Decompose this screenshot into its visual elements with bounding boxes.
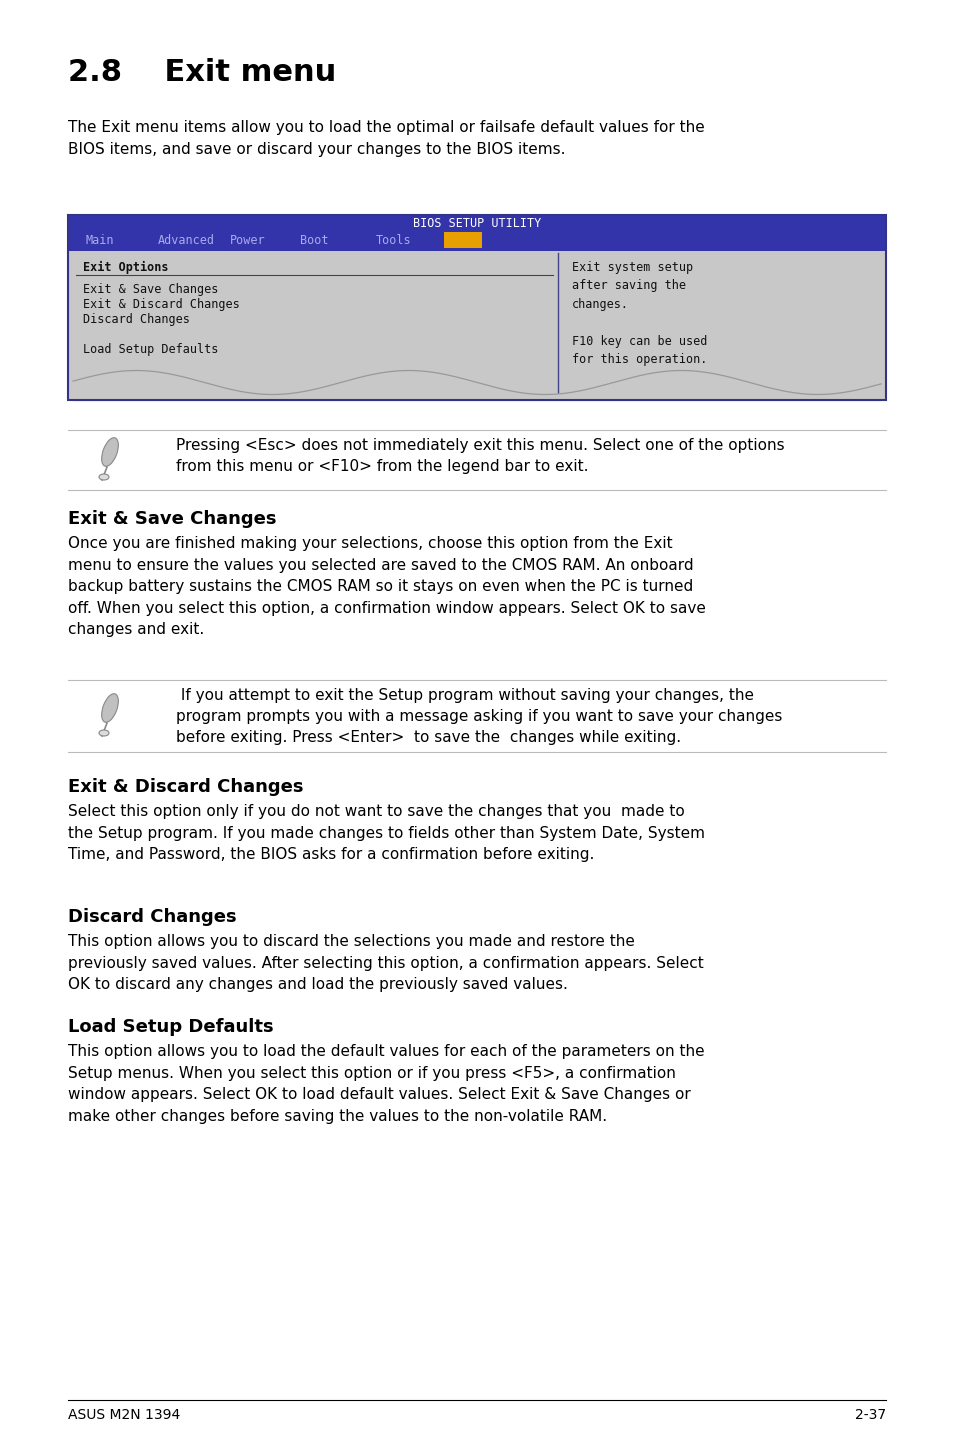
- Text: Exit & Save Changes: Exit & Save Changes: [68, 510, 276, 528]
- Ellipse shape: [102, 693, 118, 722]
- Text: Advanced: Advanced: [158, 234, 214, 247]
- Text: BIOS SETUP UTILITY: BIOS SETUP UTILITY: [413, 217, 540, 230]
- Bar: [68, 216, 885, 400]
- Text: Main: Main: [86, 234, 114, 247]
- Text: This option allows you to discard the selections you made and restore the
previo: This option allows you to discard the se…: [68, 935, 703, 992]
- Text: Boot: Boot: [299, 234, 328, 247]
- Text: Exit & Discard Changes: Exit & Discard Changes: [83, 298, 239, 311]
- Text: Exit & Save Changes: Exit & Save Changes: [83, 283, 218, 296]
- Text: Power: Power: [230, 234, 265, 247]
- Text: Exit: Exit: [448, 234, 476, 247]
- Ellipse shape: [99, 731, 109, 736]
- Text: 2.8    Exit menu: 2.8 Exit menu: [68, 58, 335, 88]
- Bar: [443, 232, 481, 247]
- Text: Discard Changes: Discard Changes: [68, 907, 236, 926]
- Bar: [68, 216, 885, 252]
- Text: The Exit menu items allow you to load the optimal or failsafe default values for: The Exit menu items allow you to load th…: [68, 119, 704, 157]
- Ellipse shape: [99, 475, 109, 480]
- Text: Exit & Discard Changes: Exit & Discard Changes: [68, 778, 303, 797]
- Ellipse shape: [102, 437, 118, 466]
- Text: Load Setup Defaults: Load Setup Defaults: [83, 344, 218, 357]
- Text: Tools: Tools: [375, 234, 411, 247]
- Text: Exit system setup
after saving the
changes.

F10 key can be used
for this operat: Exit system setup after saving the chang…: [572, 262, 706, 367]
- Text: Select this option only if you do not want to save the changes that you  made to: Select this option only if you do not wa…: [68, 804, 704, 863]
- Text: This option allows you to load the default values for each of the parameters on : This option allows you to load the defau…: [68, 1044, 704, 1125]
- Text: Pressing <Esc> does not immediately exit this menu. Select one of the options
fr: Pressing <Esc> does not immediately exit…: [175, 439, 783, 475]
- Bar: [68, 252, 885, 400]
- Text: Exit Options: Exit Options: [83, 262, 169, 275]
- Text: 2-37: 2-37: [854, 1408, 885, 1422]
- Text: If you attempt to exit the Setup program without saving your changes, the
progra: If you attempt to exit the Setup program…: [175, 687, 781, 745]
- Text: Discard Changes: Discard Changes: [83, 313, 190, 326]
- Text: ASUS M2N 1394: ASUS M2N 1394: [68, 1408, 180, 1422]
- Text: Once you are finished making your selections, choose this option from the Exit
m: Once you are finished making your select…: [68, 536, 705, 637]
- Text: Load Setup Defaults: Load Setup Defaults: [68, 1018, 274, 1035]
